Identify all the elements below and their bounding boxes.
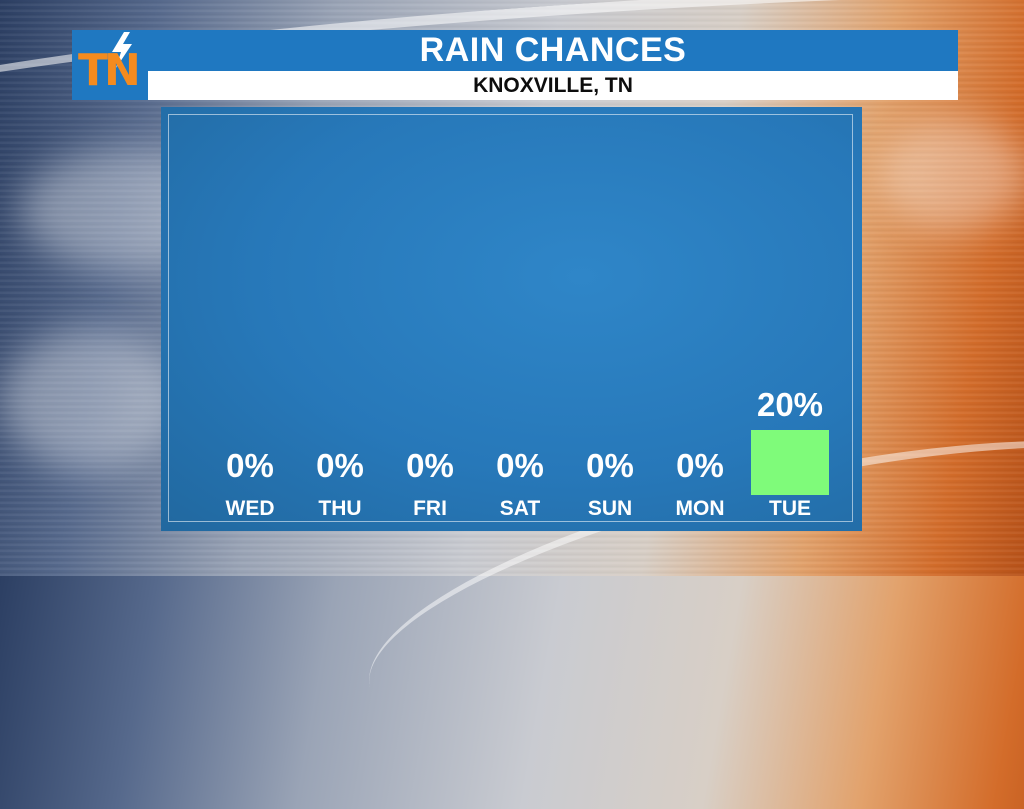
category-label-thu: THU [318,497,361,520]
category-label-wed: WED [226,497,275,520]
value-label-sun: 0% [586,447,634,484]
category-label-sat: SAT [500,497,541,520]
logo-text: TN [78,45,141,96]
category-label-mon: MON [676,497,725,520]
station-logo: TN [72,30,148,100]
category-label-tue: TUE [769,497,811,520]
chart-panel-border [168,114,853,522]
value-label-fri: 0% [406,447,454,484]
category-label-sun: SUN [588,497,632,520]
header: TN RAIN CHANCES KNOXVILLE, TN [72,30,958,100]
value-label-thu: 0% [316,447,364,484]
category-label-fri: FRI [413,497,447,520]
value-label-wed: 0% [226,447,274,484]
rain-chance-chart: 0% WED 0% THU 0% FRI 0% SAT 0% SUN 0% MON 20% TUE [226,386,829,520]
chart-subtitle: KNOXVILLE, TN [148,71,958,100]
chart-title: RAIN CHANCES [148,30,958,71]
chart-panel: 0% WED 0% THU 0% FRI 0% SAT 0% SUN 0% MON 20% TUE [161,107,862,531]
value-label-mon: 0% [676,447,724,484]
value-label-tue: 20% [757,386,823,423]
lightning-bolt-icon [112,32,132,68]
value-label-sat: 0% [496,447,544,484]
background-cloud [880,120,1024,230]
bar-tue [751,430,829,495]
background-cloud [0,330,180,470]
